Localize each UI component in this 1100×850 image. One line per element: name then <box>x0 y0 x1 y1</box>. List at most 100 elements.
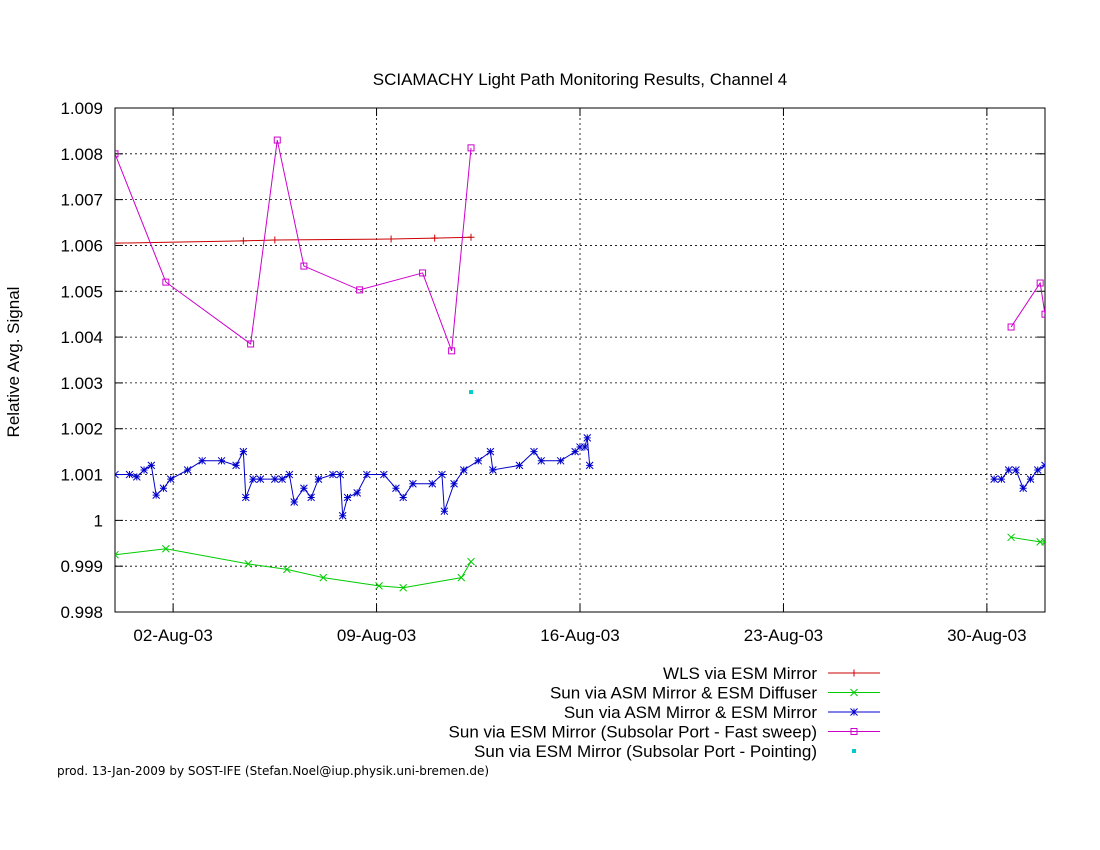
data-point <box>852 749 856 753</box>
data-point <box>159 484 168 493</box>
y-tick-label: 1.005 <box>60 282 103 301</box>
data-point <box>319 573 328 582</box>
legend-label: Sun via ASM Mirror & ESM Diffuser <box>550 684 817 703</box>
data-point <box>583 434 592 442</box>
data-point <box>467 557 475 566</box>
series-1 <box>115 233 475 247</box>
data-point <box>232 461 240 470</box>
y-axis-label: Relative Avg. Signal <box>4 287 23 438</box>
data-point <box>241 493 250 502</box>
x-tick-label: 09-Aug-03 <box>337 626 416 645</box>
data-point <box>1058 485 1065 492</box>
data-point <box>115 470 119 479</box>
x-tick-label: 02-Aug-03 <box>133 626 212 645</box>
data-point <box>239 237 247 245</box>
data-point <box>140 466 148 474</box>
data-point <box>1049 457 1056 464</box>
data-point <box>580 443 589 451</box>
data-point <box>392 484 400 493</box>
y-tick-label: 0.998 <box>60 603 103 622</box>
data-point <box>488 466 497 474</box>
data-point <box>576 443 584 451</box>
series-4 <box>115 136 1045 355</box>
data-point <box>997 475 1006 483</box>
legend-label: Sun via ESM Mirror (Subsolar Port - Fast… <box>449 723 817 742</box>
credit-line: prod. 13-Jan-2009 by SOST-IFE (Stefan.No… <box>57 764 490 778</box>
legend-label: Sun via ESM Mirror (Subsolar Port - Poin… <box>474 742 817 761</box>
series-3 <box>115 434 1075 520</box>
data-point <box>329 470 337 479</box>
data-point <box>270 475 279 483</box>
y-tick-label: 1 <box>94 511 103 530</box>
data-point <box>474 456 483 465</box>
data-point <box>152 491 161 500</box>
data-point <box>1054 453 1061 460</box>
series-line <box>1010 281 1045 328</box>
x-tick-label: 30-Aug-03 <box>947 626 1026 645</box>
data-point <box>336 470 345 479</box>
data-point <box>162 544 170 553</box>
y-tick-label: 1.002 <box>60 420 103 439</box>
data-point <box>1041 538 1045 546</box>
data-point <box>1063 471 1070 478</box>
chart-title: SCIAMACHY Light Path Monitoring Results,… <box>373 70 788 89</box>
data-point <box>300 262 308 270</box>
y-tick-label: 1.001 <box>60 466 103 485</box>
data-point <box>850 688 858 697</box>
data-point <box>363 470 371 479</box>
legend-label: WLS via ESM Mirror <box>663 664 817 683</box>
data-point <box>419 269 427 277</box>
data-point <box>1033 466 1042 474</box>
data-point <box>147 461 156 470</box>
data-point <box>375 582 383 590</box>
series-layer <box>115 136 1075 592</box>
series-5 <box>469 390 474 395</box>
data-point <box>278 475 286 483</box>
data-point <box>162 278 170 286</box>
ticks: 0.998 0.999 1 1.001 1.002 1.003 1.004 1.005 1.00… <box>60 99 1045 645</box>
data-point <box>1012 466 1020 474</box>
data-point <box>571 447 580 456</box>
y-tick-label: 1.003 <box>60 374 103 393</box>
data-point <box>850 728 858 735</box>
series-2 <box>115 533 1045 592</box>
data-point <box>314 475 323 483</box>
data-point <box>537 456 546 465</box>
data-point <box>530 447 538 456</box>
data-point <box>556 456 565 465</box>
data-point <box>239 447 248 456</box>
y-tick-label: 0.999 <box>60 557 103 576</box>
data-point <box>459 466 468 474</box>
data-point <box>271 236 279 244</box>
data-point <box>115 239 119 247</box>
y-tick-label: 1.009 <box>60 99 103 118</box>
data-point <box>585 461 594 470</box>
data-point <box>183 466 192 474</box>
data-point <box>469 390 474 395</box>
data-point <box>440 507 449 516</box>
data-point <box>115 150 119 158</box>
data-point <box>307 493 316 502</box>
series-line <box>115 236 472 244</box>
series-line <box>115 437 591 516</box>
data-point <box>166 475 175 483</box>
data-point <box>850 708 858 716</box>
data-point <box>990 475 998 483</box>
data-point <box>467 144 475 152</box>
data-point <box>515 461 524 470</box>
data-point <box>1019 484 1028 493</box>
y-tick-label: 1.008 <box>60 145 103 164</box>
data-point <box>343 493 352 502</box>
data-point <box>428 479 437 488</box>
data-point <box>132 472 141 481</box>
data-point <box>438 470 446 479</box>
data-point <box>1068 471 1075 478</box>
series-line <box>115 548 472 589</box>
data-point <box>285 470 294 479</box>
data-point <box>125 470 134 479</box>
y-tick-label: 1.004 <box>60 328 103 347</box>
data-point <box>198 456 207 465</box>
data-point <box>387 235 395 243</box>
y-tick-label: 1.006 <box>60 236 103 255</box>
